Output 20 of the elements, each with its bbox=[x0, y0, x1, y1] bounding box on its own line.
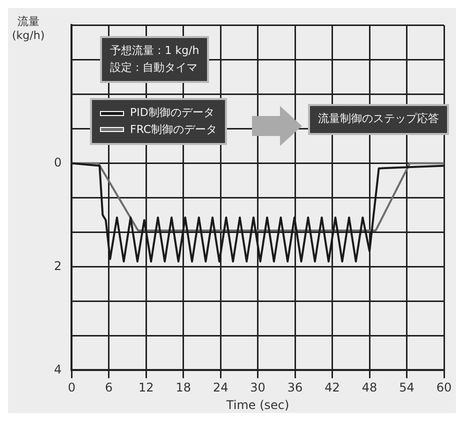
x-tick-label: 54 bbox=[399, 380, 414, 395]
x-tick-label: 60 bbox=[436, 380, 452, 395]
x-tick-label: 12 bbox=[138, 380, 154, 395]
annotation: 流量制御のステップ応答 bbox=[308, 104, 449, 134]
legend-label: FRC制御のデータ bbox=[130, 122, 218, 138]
y-axis-title: 流量 (kg/h) bbox=[12, 14, 45, 42]
y-tick-label: 0 bbox=[54, 155, 62, 170]
x-axis-title: Time (sec) bbox=[225, 398, 290, 412]
legend-label: PID制御のデータ bbox=[130, 105, 214, 121]
x-tick-label: 18 bbox=[176, 380, 191, 395]
x-tick-label: 24 bbox=[212, 380, 228, 395]
x-tick-label: 6 bbox=[105, 380, 113, 395]
x-tick-label: 36 bbox=[287, 380, 303, 395]
x-tick-label: 42 bbox=[324, 380, 340, 395]
y-tick-label: 2 bbox=[54, 258, 62, 273]
annotation: 予想流量 : 1 kg/h 設定 : 自動タイマ bbox=[100, 36, 210, 83]
x-tick-label: 30 bbox=[250, 380, 266, 395]
x-tick-label: 0 bbox=[68, 380, 76, 395]
y-tick-label: 4 bbox=[54, 362, 62, 376]
x-tick-label: 48 bbox=[362, 380, 378, 395]
